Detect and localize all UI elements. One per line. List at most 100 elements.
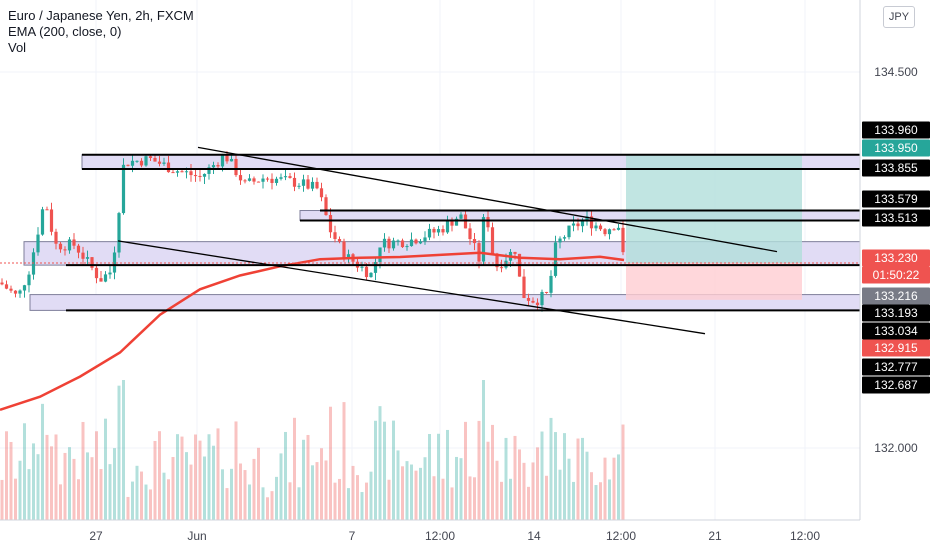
volume-bar [608,479,611,520]
volume-bar [243,470,247,520]
ema-indicator-label[interactable]: EMA (200, close, 0) [8,24,122,39]
price-label: 133.950 [874,141,918,155]
candle-body [612,229,616,231]
candle-body [589,216,594,229]
price-label-bg [862,190,930,208]
price-label: 133.216 [874,289,918,303]
volume-bar [212,445,215,520]
volume-bar [36,454,40,520]
volume-bar [41,403,44,520]
volume-bar [293,417,296,520]
candle-body [265,178,270,180]
volume-bar [441,478,445,520]
candle-body [310,181,315,189]
candle-body [274,178,279,183]
volume-bar [207,434,211,520]
x-tick-label: 14 [527,529,541,543]
volume-indicator-label[interactable]: Vol [8,40,27,55]
candle-body [148,156,153,158]
candle-body [346,254,351,260]
candle-body [9,288,13,291]
volume-bar [459,458,463,520]
volume-bar [126,496,130,520]
volume-bar [311,465,314,520]
candle-body [234,158,238,176]
volume-bar [167,479,170,520]
price-label-bg [862,139,930,157]
candle-body [162,162,166,164]
volume-bar [554,432,557,520]
volume-bar [536,447,539,520]
volume-bar [14,478,17,520]
candle-body [427,228,432,238]
volume-bar [522,462,526,520]
volume-bar [504,437,508,520]
volume-bar [90,457,94,520]
candle-body [495,253,499,268]
candle-body [40,209,45,235]
volume-bar [396,450,400,520]
candle-body [580,220,585,227]
volume-bar [261,487,265,520]
volume-bar [405,461,409,520]
chart-legend: Euro / Japanese Yen, 2h, FXCM EMA (200, … [8,8,194,56]
volume-bar [342,402,346,520]
candle-body [486,217,490,228]
candle-body [139,160,144,166]
volume-bar [185,452,188,520]
candle-body [198,175,202,177]
volume-bar [518,449,521,520]
candle-body [328,215,333,233]
volume-bar [284,431,287,520]
candle-body [0,282,4,285]
candle-body [252,178,256,182]
candle-body [450,220,454,226]
volume-bar [320,448,323,520]
candle-body [490,227,495,254]
candle-body [396,240,400,242]
volume-bar [104,418,107,520]
symbol-title[interactable]: Euro / Japanese Yen, 2h, FXCM [8,8,194,23]
volume-bar [369,471,373,520]
candle-body [63,249,67,251]
volume-bar [248,484,251,520]
volume-bar [374,420,377,520]
volume-bar [153,440,157,520]
volume-bar [315,462,319,520]
candle-body [45,209,49,211]
candle-body [531,300,535,303]
volume-bar [203,456,206,520]
candle-body [238,175,243,181]
price-label-bg [862,121,930,139]
price-labels: 133.960 133.950 133.855 133.579 133.513 133.2… [862,121,930,394]
candle-body [468,228,472,240]
candle-body [315,181,319,189]
candle-body [76,245,81,253]
volume-bar [545,475,548,520]
candle-body [540,291,544,306]
volume-bar [567,458,571,520]
volume-bar [135,465,139,520]
candle-body [121,164,126,214]
volume-bar [216,428,220,520]
volume-bar [68,447,71,520]
volume-bar [414,470,418,520]
candle-body [391,240,396,249]
candle-body [607,229,612,235]
candle-body [243,180,247,182]
volume-bar [18,460,22,520]
volume-bar [338,478,341,520]
candle-body [616,227,621,230]
candle-body [256,181,261,183]
volume-bar [275,476,278,520]
currency-button[interactable]: JPY [883,6,915,28]
candle-body [364,266,369,278]
candle-body [463,214,468,229]
volume-bar [477,420,481,520]
volume-bar [563,433,566,520]
y-tick-label: 132.000 [874,441,918,455]
volume-bar [527,486,530,520]
volume-bar [558,469,562,520]
candle-body [175,171,180,173]
